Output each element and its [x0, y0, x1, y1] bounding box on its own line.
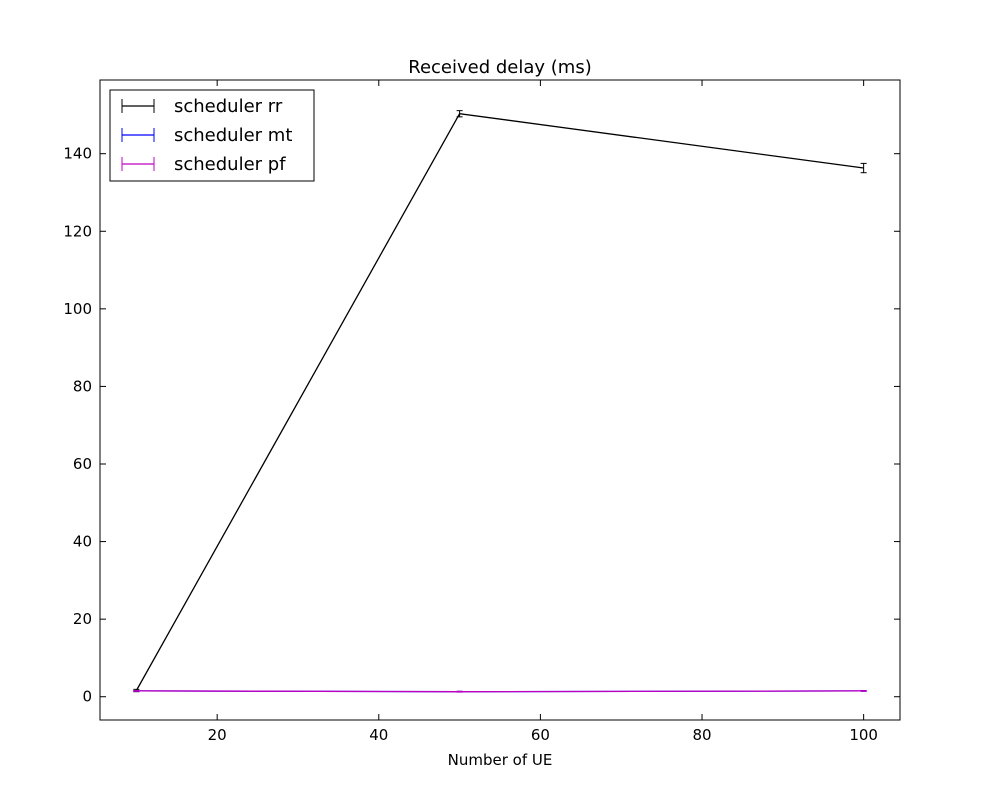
y-tick-label: 80: [73, 377, 92, 395]
series-line: [135, 112, 864, 691]
plot-frame: [99, 79, 901, 721]
series-line: [136, 690, 864, 693]
legend-label: scheduler mt: [174, 125, 292, 146]
legend-label: scheduler pf: [174, 154, 286, 175]
legend: scheduler rr scheduler mt scheduler pf: [109, 89, 315, 182]
y-tick-label: 60: [73, 455, 92, 473]
x-tick-label: 40: [369, 726, 388, 744]
x-tick-label: 60: [531, 726, 550, 744]
y-tick-label: 20: [73, 610, 92, 628]
x-axis-label: Number of UE: [448, 751, 553, 769]
y-tick-label: 100: [63, 300, 92, 318]
x-tick-label: 20: [208, 726, 227, 744]
plot-layer: [133, 110, 867, 693]
y-tick-label: 40: [73, 533, 92, 551]
tick-layer: 20 40 60 80 100 0 20 40 60 80 100 120 140: [63, 80, 900, 744]
legend-label: scheduler rr: [174, 96, 283, 117]
y-tick-label: 140: [63, 145, 92, 163]
y-tick-label: 120: [63, 222, 92, 240]
x-tick-label: 100: [849, 726, 878, 744]
x-tick-label: 80: [692, 726, 711, 744]
chart-title: Received delay (ms): [408, 57, 591, 78]
y-tick-label: 0: [82, 688, 92, 706]
